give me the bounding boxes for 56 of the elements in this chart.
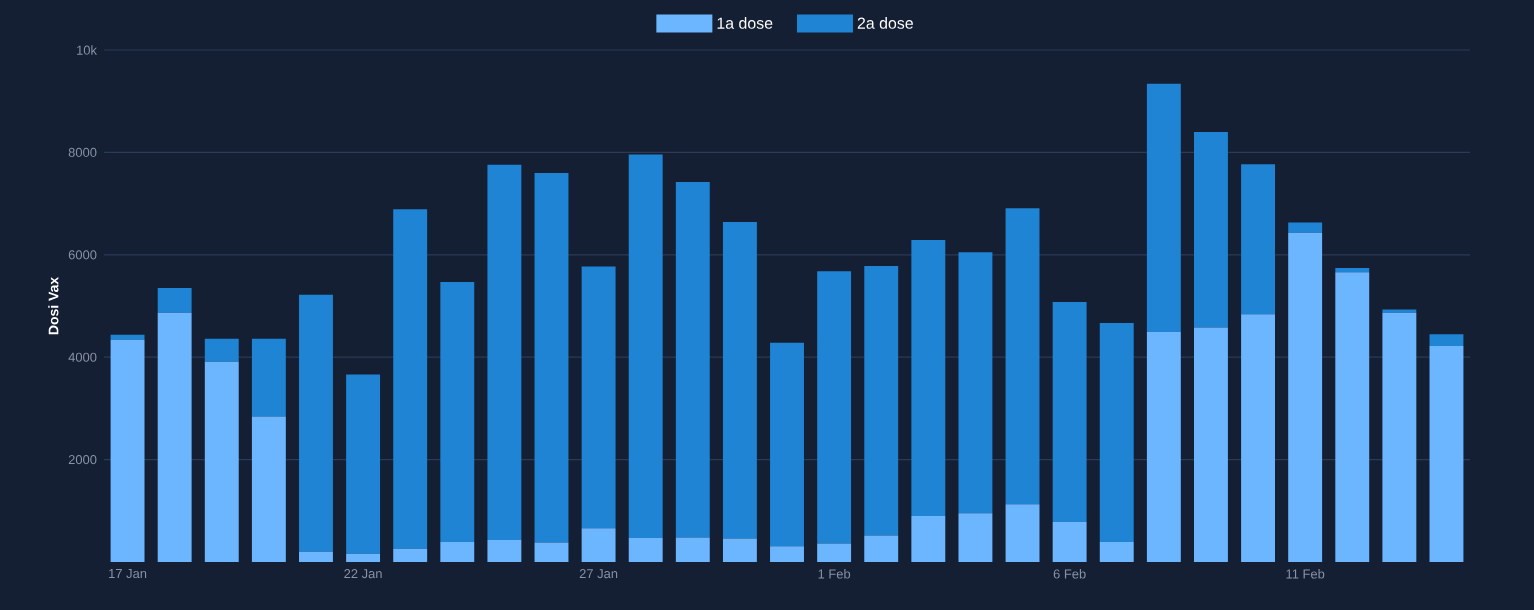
bar [675, 537, 710, 562]
bar [911, 239, 946, 516]
bar [911, 515, 946, 562]
bar [251, 338, 286, 417]
bar [1146, 83, 1181, 333]
bar [1241, 314, 1276, 562]
bar [1429, 345, 1464, 562]
bar [1099, 542, 1134, 562]
bar [1193, 131, 1228, 328]
bar [817, 271, 852, 544]
bar [628, 537, 663, 562]
bar [675, 182, 710, 538]
bar [534, 172, 569, 543]
bar [157, 312, 192, 562]
bar [346, 553, 381, 562]
bar [1382, 312, 1417, 562]
bar [1005, 504, 1040, 562]
bar [722, 222, 757, 539]
bar [581, 266, 616, 529]
bar [534, 542, 569, 562]
bar [1241, 164, 1276, 315]
bar [581, 528, 616, 562]
bar [204, 338, 239, 362]
bar [958, 513, 993, 562]
bar [770, 342, 804, 547]
bar [1193, 327, 1228, 562]
bar [487, 164, 522, 540]
bar [1146, 332, 1181, 562]
bar [1288, 232, 1323, 562]
bar [251, 416, 286, 562]
bar [393, 209, 428, 549]
bar [346, 374, 381, 554]
bar [770, 546, 804, 562]
bar [817, 543, 852, 562]
bar [1429, 334, 1464, 346]
bar [1005, 208, 1040, 505]
bar [1052, 522, 1087, 562]
bar [299, 551, 333, 562]
bar [393, 548, 428, 562]
bar [487, 539, 522, 562]
bar [958, 252, 993, 514]
bar [1335, 272, 1370, 562]
bar [440, 281, 475, 543]
bar [110, 339, 145, 562]
bar [204, 361, 239, 562]
bar [628, 154, 663, 538]
bar [440, 542, 475, 562]
bar [110, 334, 145, 340]
bar [299, 294, 333, 552]
bar [864, 266, 899, 536]
bar [157, 288, 192, 313]
bar [1288, 222, 1323, 233]
bar [1099, 322, 1134, 543]
bar [1052, 301, 1087, 523]
bar [864, 535, 899, 562]
bar [722, 538, 757, 562]
